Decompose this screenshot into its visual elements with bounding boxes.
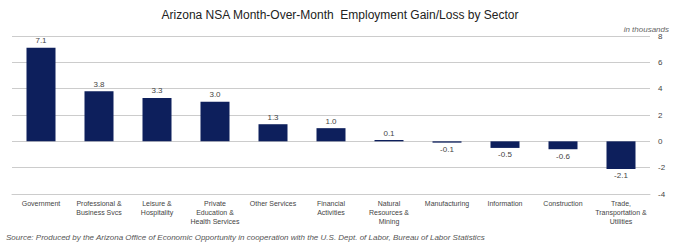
svg-text:Private: Private <box>204 200 226 207</box>
svg-text:Construction: Construction <box>543 200 582 207</box>
svg-text:-0.6: -0.6 <box>556 152 570 161</box>
svg-text:Financial: Financial <box>317 200 345 207</box>
svg-text:-0.5: -0.5 <box>498 150 512 159</box>
svg-text:Hospitality: Hospitality <box>141 209 174 217</box>
svg-text:7.1: 7.1 <box>35 36 47 45</box>
svg-text:Information: Information <box>487 200 522 207</box>
svg-text:Other Services: Other Services <box>250 200 297 207</box>
svg-text:3.8: 3.8 <box>93 80 105 89</box>
svg-text:Government: Government <box>22 200 61 207</box>
svg-text:Education &: Education & <box>196 209 234 216</box>
svg-text:Utilities: Utilities <box>610 218 633 225</box>
svg-text:Professional &: Professional & <box>76 200 121 207</box>
svg-text:2: 2 <box>658 111 663 120</box>
svg-text:-2.1: -2.1 <box>614 171 628 180</box>
svg-text:Resources &: Resources & <box>369 209 409 216</box>
svg-text:Source: Produced by the Arizon: Source: Produced by the Arizona Office o… <box>6 233 485 242</box>
svg-text:in thousands: in thousands <box>624 25 669 34</box>
svg-text:6: 6 <box>658 58 663 67</box>
svg-text:0: 0 <box>658 137 663 146</box>
svg-text:Arizona NSA Month-Over-Month: Arizona NSA Month-Over-Month Employment … <box>162 8 519 22</box>
svg-text:Business Svcs: Business Svcs <box>76 209 122 216</box>
svg-text:Trade,: Trade, <box>611 200 631 207</box>
svg-text:8: 8 <box>658 31 663 41</box>
svg-text:Mining: Mining <box>379 218 400 226</box>
svg-text:Health Services: Health Services <box>190 218 240 225</box>
svg-text:-0.1: -0.1 <box>440 145 454 154</box>
svg-text:-4: -4 <box>658 190 666 199</box>
svg-text:1.0: 1.0 <box>325 117 337 126</box>
svg-text:0.1: 0.1 <box>383 129 395 138</box>
svg-text:1.3: 1.3 <box>267 113 279 122</box>
svg-text:Activities: Activities <box>317 209 345 216</box>
svg-text:3.0: 3.0 <box>209 90 221 99</box>
svg-text:Manufacturing: Manufacturing <box>425 200 469 208</box>
svg-text:Transportation &: Transportation & <box>595 209 647 217</box>
svg-text:Natural: Natural <box>378 200 401 207</box>
svg-text:-2: -2 <box>658 163 666 172</box>
svg-text:3.3: 3.3 <box>151 86 163 95</box>
svg-text:4: 4 <box>658 84 663 93</box>
svg-text:Leisure &: Leisure & <box>142 200 172 207</box>
